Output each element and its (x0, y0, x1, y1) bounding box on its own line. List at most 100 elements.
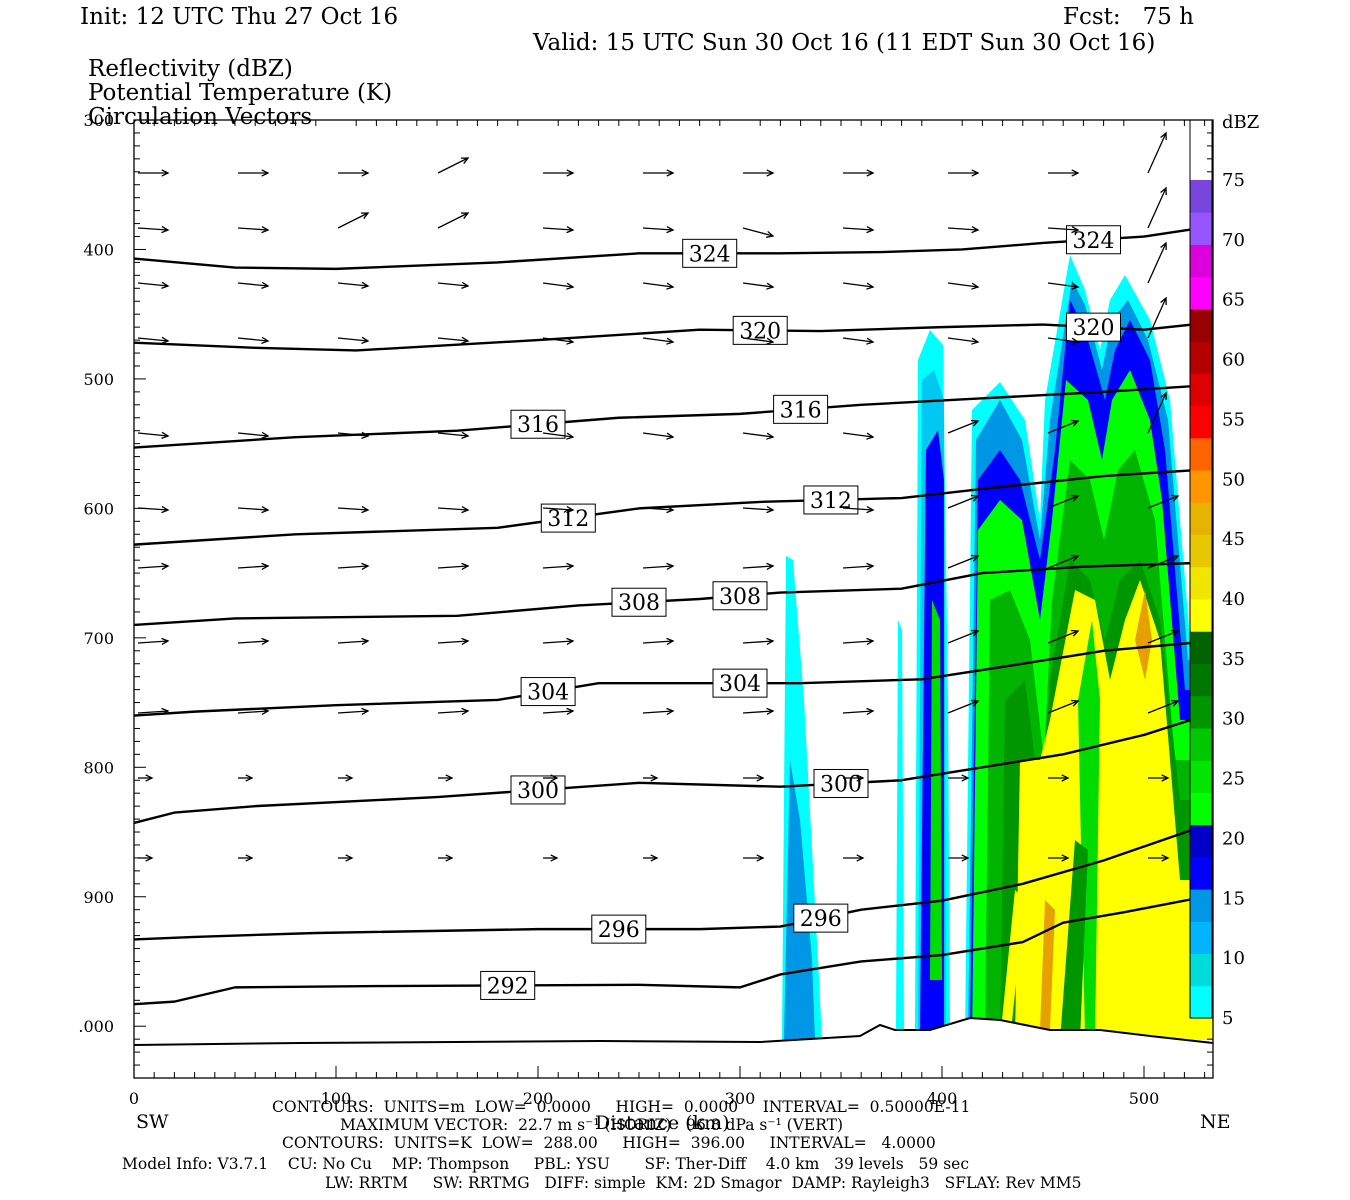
vector-head-10-6 (756, 854, 765, 862)
vector-head-10-2 (345, 854, 354, 862)
vector-head-6-10 (1170, 554, 1180, 562)
colorbar-swatch-4 (1190, 856, 1212, 890)
colorbar-label-30: 30 (1222, 709, 1245, 730)
vector-5-1 (237, 507, 269, 511)
vector-head-4-4 (566, 432, 575, 440)
vector-7-2 (337, 640, 369, 644)
vector-head-1-8 (971, 225, 980, 234)
vector-head-3-5 (666, 337, 675, 345)
echo-tower-a-green (930, 600, 942, 980)
circulation-vectors (137, 131, 1180, 862)
colorbar-label-45: 45 (1222, 529, 1245, 550)
footer-physics-info: LW: RRTM SW: RRTMG DIFF: simple KM: 2D S… (325, 1174, 1082, 1192)
colorbar-swatch-17 (1190, 437, 1212, 471)
vector-4-5 (642, 432, 674, 438)
vector-head-5-8 (970, 494, 980, 502)
colorbar-label-5: 5 (1222, 1008, 1233, 1029)
field-name-vectors: Circulation Vectors (88, 104, 313, 130)
vector-head-4-1 (261, 431, 270, 440)
vector-head-1-9 (1071, 225, 1080, 234)
vector-head-2-0 (161, 281, 170, 290)
vector-head-10-8 (961, 854, 970, 862)
vector-head-7-8 (970, 629, 980, 637)
theta-label-box-300-1 (813, 768, 869, 798)
x-tick-label-100: 100 (321, 1089, 352, 1108)
vector-head-0-3 (460, 157, 470, 164)
vector-6-4 (542, 565, 574, 569)
vector-head-6-0 (161, 562, 170, 571)
vector-head-5-10 (1170, 494, 1180, 502)
vector-head-1-6 (766, 230, 775, 238)
vector-5-8 (947, 495, 979, 509)
colorbar-swatch-24 (1190, 212, 1212, 245)
vector-8-7 (842, 710, 874, 714)
echo-low-stripe (1060, 840, 1088, 1040)
y-tick-label-6: 900 (83, 888, 114, 907)
vector-head-2-1 (261, 281, 270, 290)
vector-head-2-10 (1160, 241, 1167, 251)
vector-head-9-4 (550, 774, 559, 782)
vector-head-4-0 (161, 431, 170, 440)
theta-label-320-1: 320 (1073, 316, 1115, 341)
vector-1-3 (437, 212, 469, 229)
vector-7-5 (642, 640, 674, 644)
vector-head-6-1 (261, 562, 270, 571)
vector-6-10 (1147, 555, 1179, 569)
colorbar-swatch-25 (1190, 180, 1212, 213)
vector-head-5-9 (1070, 494, 1080, 502)
vector-8-9 (1047, 700, 1079, 714)
colorbar-label-75: 75 (1222, 170, 1245, 191)
y-tick-label-4: 700 (83, 629, 114, 648)
vector-4-7 (842, 432, 874, 438)
vector-head-7-3 (461, 637, 470, 646)
vector-5-5 (642, 507, 674, 511)
theta-label-300-1: 300 (820, 772, 862, 797)
vector-head-3-2 (361, 336, 370, 345)
theta-label-304-1: 304 (719, 672, 761, 697)
vector-head-9-1 (245, 774, 254, 782)
theta-label-box-320-1 (1066, 312, 1121, 342)
vector-head-10-7 (856, 854, 865, 862)
vector-1-5 (642, 227, 674, 231)
vector-1-1 (237, 227, 269, 231)
vector-head-3-8 (971, 337, 980, 345)
vector-5-9 (1047, 495, 1079, 509)
vector-head-0-9 (1071, 169, 1080, 177)
vector-7-4 (542, 640, 574, 644)
vector-head-4-5 (666, 432, 675, 440)
vector-head-7-6 (766, 637, 775, 646)
theta-label-324-0: 324 (689, 242, 731, 267)
vector-head-0-2 (361, 169, 370, 177)
vector-4-1 (237, 432, 269, 437)
vector-head-9-8 (961, 774, 970, 782)
field-name-theta: Potential Temperature (K) (88, 80, 393, 106)
y-tick-label-2: 500 (83, 370, 114, 389)
vector-head-4-9 (1070, 419, 1080, 427)
vector-2-6 (742, 282, 774, 288)
vector-7-0 (137, 640, 169, 644)
vector-6-2 (337, 565, 369, 569)
colorbar-swatch-10 (1190, 663, 1212, 697)
x-axis-left-end-label: SW (136, 1111, 169, 1133)
y-tick-label-1: 400 (83, 240, 114, 259)
colorbar-swatch-0 (1190, 985, 1212, 1019)
vector-5-4 (542, 507, 574, 511)
colorbar-label-35: 35 (1222, 649, 1245, 670)
y-tick-label-3: 600 (83, 499, 114, 518)
vector-head-2-2 (361, 281, 370, 290)
colorbar-swatch-18 (1190, 405, 1212, 439)
x-tick-label-200: 200 (523, 1089, 554, 1108)
footer-contours-m: CONTOURS: UNITS=m LOW= 0.0000 HIGH= 0.00… (272, 1098, 971, 1116)
colorbar-swatch-13 (1190, 566, 1212, 600)
colorbar-swatch-19 (1190, 373, 1212, 407)
colorbar-swatch-2 (1190, 921, 1212, 955)
colorbar-border (1189, 119, 1213, 1019)
theta-label-300-0: 300 (517, 779, 559, 804)
vector-head-10-4 (550, 854, 559, 862)
vector-1-0 (137, 227, 169, 231)
theta-label-304-0: 304 (527, 681, 569, 706)
vector-head-1-1 (261, 225, 270, 234)
vector-3-3 (437, 337, 469, 342)
colorbar-swatch-11 (1190, 631, 1212, 664)
vector-8-1 (237, 710, 269, 714)
